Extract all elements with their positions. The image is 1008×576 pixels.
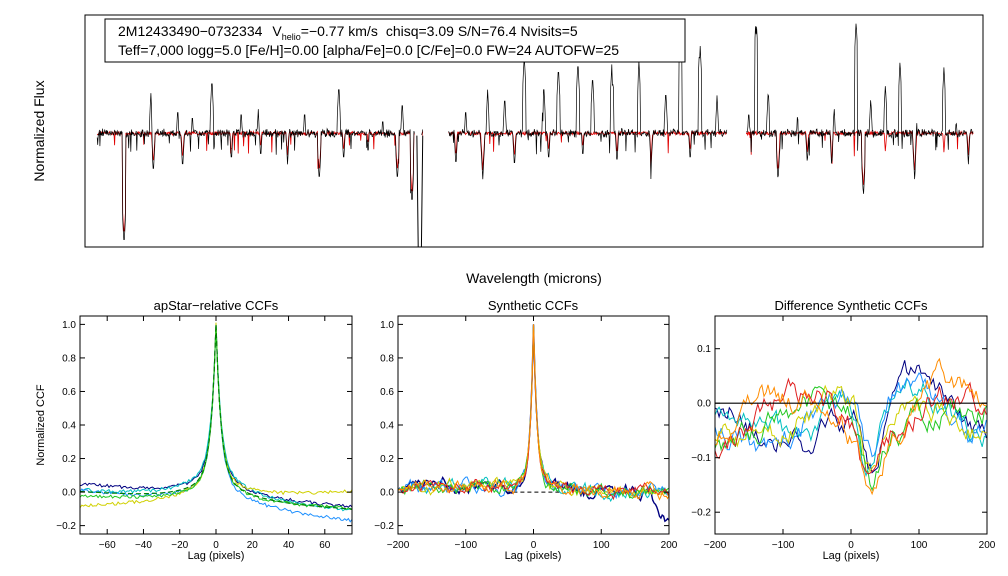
- ccf3-ytick-label: −0.2: [691, 508, 711, 519]
- ccf1-ylabel: Normalized CCF: [35, 384, 47, 466]
- ccf3-series-line: [715, 360, 987, 474]
- ccf3-xlabel: Lag (pixels): [823, 550, 880, 562]
- ccf3-series-line: [715, 377, 987, 475]
- ccf2-ytick-label: 1.0: [380, 320, 394, 331]
- ccf3-xtick-label: −100: [772, 540, 795, 551]
- ccf2-traces: [397, 324, 670, 523]
- ccf3-traces: [715, 357, 987, 496]
- ccf1-ytick-label: −0.2: [56, 521, 76, 532]
- ccf2-ytick-label: 0.2: [380, 454, 394, 465]
- ccf3-series-line: [715, 384, 987, 473]
- ccf2-panel: −200 −100 0 100 200 −0.2 0.0 0.2 0.4 0.6 0.8 1.0 Sy…: [374, 298, 678, 562]
- ccf1-xtick-label: −60: [99, 540, 116, 551]
- ccf1-ytick-label: 0.8: [62, 353, 76, 364]
- ccf1-xtick-label: −40: [135, 540, 152, 551]
- ccf2-series-line: [397, 324, 670, 501]
- spectrum-observed-line: [96, 23, 974, 240]
- ccf1-ytick-label: 0.4: [62, 421, 76, 432]
- ccf1-xtick-label: −20: [171, 540, 188, 551]
- annotation-v-value: =−0.77 km/s: [301, 23, 378, 39]
- ccf1-series-line: [79, 324, 353, 510]
- ccf2-xtick-label: 200: [661, 540, 678, 551]
- ccf2-xtick-label: −100: [454, 540, 477, 551]
- spectrum-ylabel: Normalized Flux: [31, 80, 47, 181]
- ccf1-title: apStar−relative CCFs: [154, 298, 279, 313]
- ccf2-ticks: −200 −100 0 100 200 −0.2 0.0 0.2 0.4 0.6 0.8 1.0: [374, 316, 678, 551]
- ccf1-xlabel: Lag (pixels): [188, 550, 245, 562]
- ccf2-xlabel: Lag (pixels): [505, 550, 562, 562]
- ccf1-series-line: [79, 322, 353, 509]
- annotation-line1: 2M12433490−0732334 Vhelio=−0.77 km/s chisq…: [118, 23, 578, 42]
- annotation-box: 2M12433490−0732334 Vhelio=−0.77 km/s chisq…: [104, 18, 686, 63]
- ccf1-frame: [79, 315, 353, 535]
- spectrum-frame: [84, 14, 984, 248]
- ccf2-xtick-label: 100: [593, 540, 610, 551]
- spectrum-panel: Wavelength (microns) Normalized Flux 2M1…: [31, 14, 984, 286]
- spectrum-model-line: [96, 130, 974, 232]
- ccf2-ytick-label: −0.2: [374, 521, 394, 532]
- ccf3-series-line: [715, 386, 987, 492]
- ccf2-ytick-label: 0.4: [380, 421, 394, 432]
- ccf3-ytick-label: 0.0: [697, 399, 711, 410]
- ccf2-title: Synthetic CCFs: [488, 298, 579, 313]
- ccf3-xtick-label: −200: [704, 540, 727, 551]
- ccf1-ytick-label: 1.0: [62, 320, 76, 331]
- ccf3-panel: −200 −100 0 100 200 −0.2 −0.1 0.0 0.1 Difference…: [691, 298, 996, 562]
- ccf1-xtick-label: 60: [319, 540, 331, 551]
- annotation-v-sub: helio: [282, 32, 301, 42]
- ccf1-series-line: [79, 325, 353, 511]
- ccf3-xtick-label: 100: [911, 540, 928, 551]
- spectrum-xlabel: Wavelength (microns): [466, 270, 602, 286]
- annotation-v: V: [272, 23, 282, 39]
- spectrum-traces: [96, 23, 974, 247]
- ccf2-xtick-label: 0: [531, 540, 537, 551]
- annotation-stats: chisq=3.09 S/N=76.4 Nvisits=5: [386, 23, 578, 39]
- ccf1-ytick-label: 0.0: [62, 488, 76, 499]
- ccf1-xtick-label: 40: [283, 540, 295, 551]
- ccf1-ytick-label: 0.6: [62, 387, 76, 398]
- ccf1-series-line: [80, 323, 353, 512]
- ccf1-traces: [79, 322, 353, 523]
- ccf3-series-line: [715, 357, 987, 496]
- ccf1-xtick-label: 0: [213, 540, 219, 551]
- annotation-line2: Teff=7,000 logg=5.0 [Fe/H]=0.00 [alpha/F…: [118, 42, 619, 58]
- ccf3-xtick-label: 200: [979, 540, 996, 551]
- ccf1-ticks: −60 −40 −20 0 20 40 60 −0.2 0.0 0.2 0.4 0.6 0.8 1.0: [56, 316, 352, 551]
- ccf2-ytick-label: 0.6: [380, 387, 394, 398]
- ccf3-ytick-label: −0.1: [691, 453, 711, 464]
- ccf1-xtick-label: 20: [247, 540, 259, 551]
- ccf1-panel: −60 −40 −20 0 20 40 60 −0.2 0.0 0.2 0.4 0.6 0.8 1.0 a…: [35, 298, 353, 562]
- ccf3-series-line: [715, 378, 987, 478]
- ccf3-title: Difference Synthetic CCFs: [775, 298, 928, 313]
- annotation-frame: [104, 18, 686, 63]
- ccf2-ytick-label: 0.8: [380, 353, 394, 364]
- ccf3-xtick-label: 0: [848, 540, 854, 551]
- ccf1-series-line: [79, 324, 353, 508]
- annotation-star: 2M12433490−0732334: [118, 23, 263, 39]
- ccf3-ticks: −200 −100 0 100 200 −0.2 −0.1 0.0 0.1: [691, 316, 996, 551]
- ccf3-ytick-label: 0.1: [697, 344, 711, 355]
- spectrum-trough: [416, 135, 424, 247]
- ccf1-ytick-label: 0.2: [62, 454, 76, 465]
- ccf1-series-line: [79, 323, 353, 523]
- ccf2-xtick-label: −200: [387, 540, 410, 551]
- ccf2-ytick-label: 0.0: [380, 488, 394, 499]
